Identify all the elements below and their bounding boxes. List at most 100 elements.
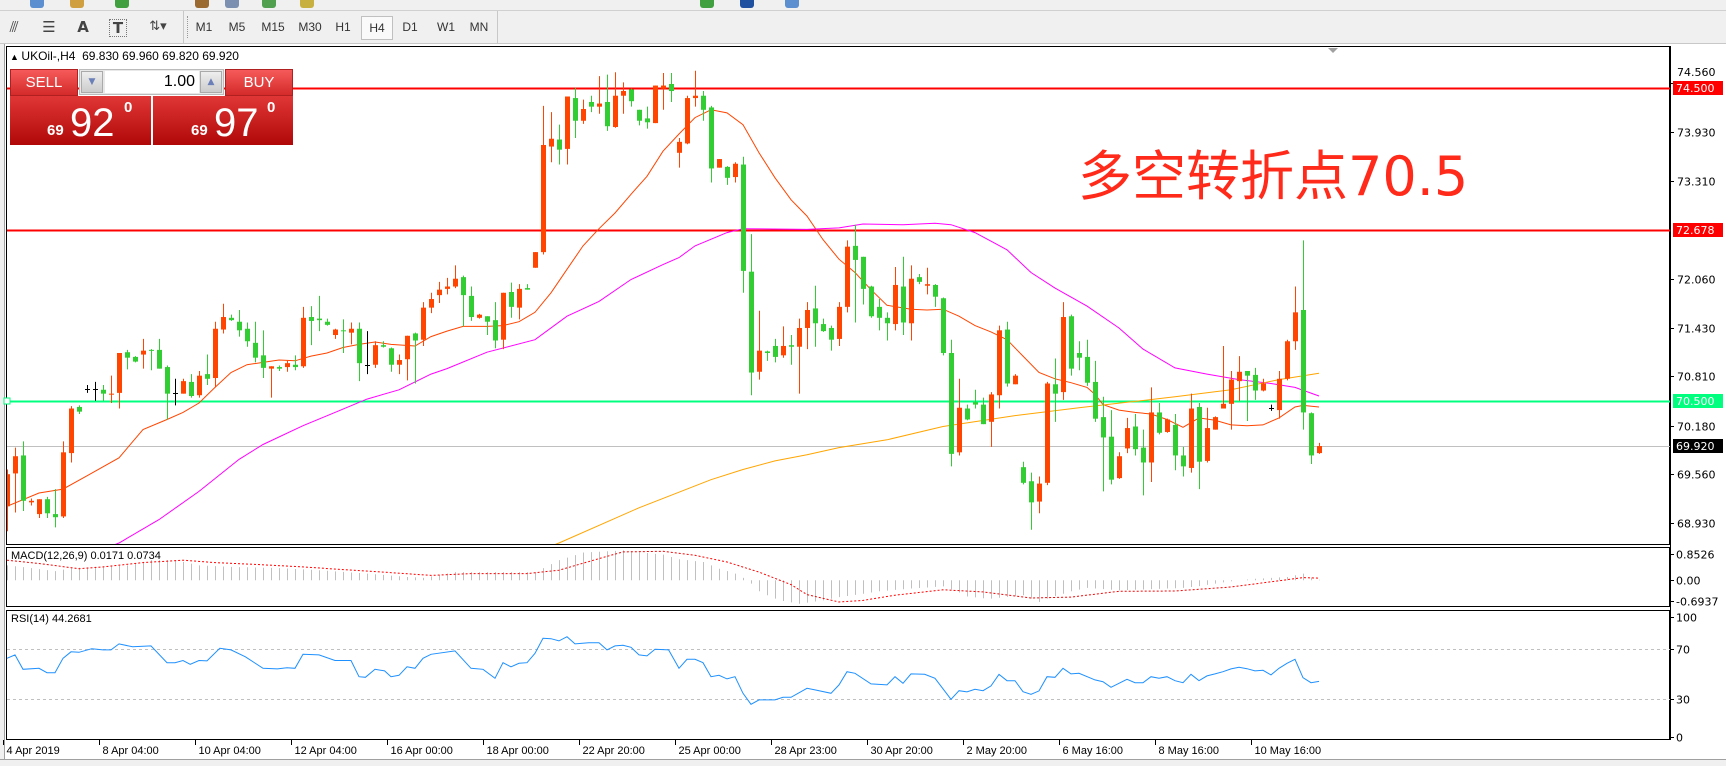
timeframe-m15[interactable]: M15 [261,20,285,34]
candle-body [125,352,130,358]
candle-body [245,328,250,342]
candle [517,284,522,320]
candle [845,240,850,313]
candle-body [925,284,930,286]
candle-body [341,330,346,332]
candle-body [621,91,626,96]
toolbar-icon[interactable] [115,0,129,8]
candle-body [357,328,362,364]
chart-shift-marker-icon[interactable] [1328,48,1338,53]
text-label-icon[interactable]: T [109,19,127,37]
toolbar-icon[interactable] [300,0,314,8]
candle [45,496,50,518]
timeframe-d1[interactable]: D1 [402,20,418,34]
fibonacci-fan-icon[interactable]: ☰ [42,18,56,36]
candle [429,292,434,314]
lot-size-input[interactable]: 1.00 [105,71,199,93]
panel-frames [6,46,1670,740]
toolbar-grip[interactable] [187,16,190,38]
timeframe-m5[interactable]: M5 [228,20,246,34]
symbol-label: UKOil-,H4 [21,49,76,63]
candle [117,352,122,409]
candle-body [149,349,154,351]
text-icon[interactable]: A [77,18,89,36]
candle [349,322,354,345]
candle-body [1109,436,1114,480]
candle [61,441,66,518]
candle [269,366,274,398]
line-handle[interactable] [3,397,11,405]
candle [325,318,330,326]
candle [957,378,962,456]
lot-decrease-button[interactable]: ▼ [81,71,103,93]
timeframe-h1[interactable]: H1 [335,20,351,34]
toolbar-icon[interactable] [785,0,799,8]
chart-annotation-text[interactable]: 多空转折点70.5 [1078,145,1469,208]
toolbar-icon[interactable] [30,0,44,8]
candle-body [221,317,226,330]
price-label-box [1673,439,1723,453]
candle-body [469,295,474,318]
time-tick-label: 16 Apr 00:00 [391,745,453,757]
toolbar-icon[interactable] [195,0,209,8]
candle-body [1229,379,1234,404]
timeframe-w1[interactable]: W1 [437,20,455,34]
candle-body [461,277,466,296]
candle [989,392,994,447]
macd-label: MACD(12,26,9) 0.0171 0.0734 [11,550,161,562]
candle [1125,417,1130,454]
candle-body [949,352,954,454]
collapse-triangle-icon[interactable]: ▲ [10,52,22,62]
candle [1277,370,1282,419]
toolbar-icon[interactable] [740,0,754,8]
buy-price-panel[interactable]: 69 97 0 [153,96,293,145]
fibonacci-expansion-icon[interactable]: ⫻ [9,18,19,36]
arrows-icon[interactable]: ⇅▾ [149,19,167,34]
candle [37,499,42,518]
toolbar-icon[interactable] [225,0,239,8]
candle [7,469,10,532]
candle [621,82,626,114]
candle-body [333,329,338,336]
macd-signal-line [7,550,1320,603]
sell-button[interactable]: SELL [10,69,78,96]
candle [821,318,826,332]
buy-price-fraction: 0 [267,99,276,116]
rsi-tick-label: 0 [1676,732,1683,745]
candle [13,447,18,513]
toolbar-icon[interactable] [700,0,714,8]
sell-price-panel[interactable]: 69 92 0 [10,96,151,145]
candle [29,498,34,506]
timeframe-mn[interactable]: MN [469,20,489,34]
candle-body [325,321,330,325]
candle-body [1045,383,1050,483]
candle-body [741,164,746,271]
candle [717,159,722,168]
candle [965,404,970,421]
timeframe-h4[interactable]: H4 [361,16,393,40]
candle-body [509,292,514,307]
candle [509,282,514,318]
price-label-box [1673,81,1723,95]
timeframe-m30[interactable]: M30 [298,20,322,34]
lot-increase-button[interactable]: ▲ [200,71,222,93]
candle [1221,345,1226,409]
price-tick-label: 70.180 [1677,421,1716,434]
buy-button[interactable]: BUY [225,69,293,96]
candle-body [1261,383,1266,391]
candle-body [597,103,602,107]
price-line-labels: 74.500 72.678 70.500 69.920 [1673,81,1723,453]
candle-body [1005,329,1010,384]
toolbar-icon[interactable] [70,0,84,8]
candle-body [45,499,50,514]
timeframe-m1[interactable]: M1 [195,20,213,34]
candle [813,285,818,347]
candle-body [1245,370,1250,376]
candle-body [989,394,994,422]
toolbar-icon[interactable] [262,0,276,8]
candle [421,302,426,346]
candle [973,389,978,409]
candle [549,112,554,163]
candle [1021,461,1026,485]
candle-body [77,406,82,412]
